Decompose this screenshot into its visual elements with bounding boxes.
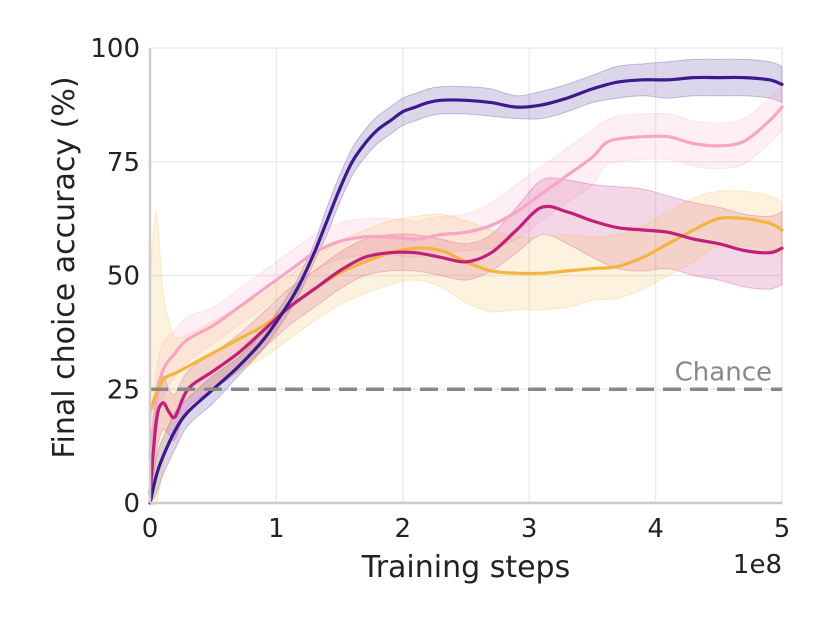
x-tick-label-0: 0 [142, 514, 159, 544]
x-axis-title: Training steps [361, 550, 570, 585]
y-axis-title: Final choice accuracy (%) [47, 76, 82, 458]
y-tick-label-2: 50 [107, 262, 140, 292]
axes [148, 48, 782, 505]
y-tick-label-0: 0 [123, 489, 140, 519]
y-tick-label-1: 25 [107, 375, 140, 405]
x-tick-label-5: 5 [774, 514, 791, 544]
y-tick-label-3: 75 [107, 148, 140, 178]
y-tick-label-4: 100 [90, 34, 140, 64]
series-lines [148, 75, 784, 505]
confidence-bands [149, 58, 783, 506]
series-magenta-line [148, 204, 784, 496]
series-pink-line [148, 105, 784, 460]
x-tick-label-3: 3 [521, 514, 538, 544]
series-pink-band [149, 83, 783, 494]
x-tick-label-2: 2 [395, 514, 412, 544]
series-yellow-line [148, 215, 784, 414]
chance-annotation: Chance [675, 357, 772, 387]
x-axis-offset-label: 1e8 [733, 550, 782, 580]
x-tick-label-1: 1 [268, 514, 285, 544]
series-purple-line [148, 75, 784, 505]
x-tick-label-4: 4 [647, 514, 664, 544]
